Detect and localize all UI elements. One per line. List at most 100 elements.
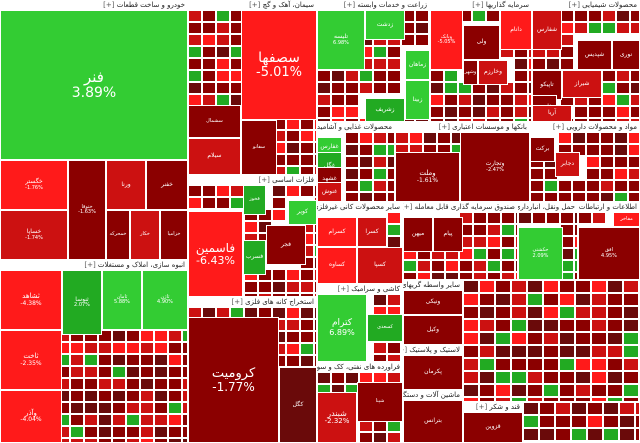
stock-tile[interactable]: دانام [500, 10, 532, 50]
stock-tile-small[interactable] [300, 319, 314, 331]
stock-tile-small[interactable] [154, 390, 168, 402]
stock-tile-small[interactable] [70, 414, 84, 426]
stock-tile-small[interactable] [300, 130, 314, 142]
stock-tile-small[interactable] [272, 209, 286, 221]
stock-tile-small[interactable] [314, 154, 317, 166]
stock-tile[interactable]: کسعدی [367, 314, 403, 342]
stock-tile-small[interactable] [445, 272, 459, 280]
stock-tile-small[interactable] [84, 438, 98, 443]
stock-tile-small[interactable] [373, 82, 387, 94]
stock-tile-small[interactable] [373, 192, 387, 202]
stock-tile-small[interactable] [616, 94, 630, 106]
stock-tile[interactable]: وتجارت -2.47% [460, 132, 530, 202]
stock-tile[interactable]: ختوقا -1.63% [68, 160, 106, 260]
stock-tile-small[interactable] [532, 212, 546, 224]
stock-tile-small[interactable] [430, 118, 444, 122]
stock-tile-small[interactable] [515, 212, 518, 224]
stock-tile-small[interactable] [479, 332, 495, 345]
stock-tile-small[interactable] [528, 58, 532, 70]
stock-tile-small[interactable] [286, 269, 300, 281]
stock-tile-small[interactable] [373, 144, 387, 156]
stock-tile-small[interactable] [591, 306, 607, 319]
stock-tile-small[interactable] [558, 132, 572, 144]
stock-tile-small[interactable] [591, 280, 607, 293]
stock-tile-small[interactable] [272, 293, 286, 297]
stock-tile-small[interactable] [603, 428, 619, 441]
stock-tile[interactable]: کساوه [317, 247, 357, 284]
stock-tile[interactable]: غنوش [317, 182, 342, 202]
stock-tile[interactable]: زبینا [405, 80, 430, 120]
sector-food[interactable]: محصولات غذایی و آشامیدنی به جز قند و شکر… [317, 122, 395, 202]
stock-tile-small[interactable] [623, 280, 639, 293]
stock-tile-small[interactable] [373, 342, 387, 354]
stock-tile-small[interactable] [623, 384, 639, 397]
stock-tile-small[interactable] [70, 438, 84, 443]
stock-tile-small[interactable] [587, 428, 603, 441]
stock-tile-small[interactable] [487, 224, 501, 236]
stock-tile-small[interactable] [444, 70, 458, 82]
stock-tile-small[interactable] [387, 180, 395, 192]
stock-tile-small[interactable] [486, 94, 500, 106]
stock-tile-small[interactable] [558, 180, 572, 192]
stock-tile-small[interactable] [387, 132, 395, 144]
stock-tile-small[interactable] [578, 212, 592, 224]
stock-tile-small[interactable] [495, 280, 511, 293]
stock-tile-small[interactable] [574, 118, 588, 122]
stock-tile-small[interactable] [216, 10, 230, 22]
sector-title[interactable]: سرمایه گذاریها [+] [430, 0, 532, 10]
stock-tile-small[interactable] [544, 192, 558, 202]
stock-tile-small[interactable] [373, 168, 387, 180]
stock-tile-small[interactable] [543, 306, 559, 319]
stock-tile-small[interactable] [84, 414, 98, 426]
stock-tile-small[interactable] [515, 224, 518, 236]
stock-tile-small[interactable] [473, 272, 487, 280]
stock-tile-small[interactable] [473, 260, 487, 272]
stock-tile[interactable]: برکت [530, 137, 555, 162]
stock-tile-small[interactable] [572, 132, 586, 144]
sector-title[interactable]: فلزات اساسی [+] [188, 175, 317, 185]
stock-tile-small[interactable] [495, 345, 511, 358]
stock-tile-small[interactable] [409, 132, 423, 144]
stock-tile-small[interactable] [479, 397, 495, 402]
stock-tile-small[interactable] [387, 156, 395, 168]
stock-tile-small[interactable] [387, 46, 401, 58]
stock-tile-small[interactable] [591, 371, 607, 384]
stock-tile-small[interactable] [314, 331, 317, 343]
sector-title[interactable]: خودرو و ساخت قطعات [+] [0, 0, 188, 10]
stock-tile-small[interactable] [126, 402, 140, 414]
stock-tile-small[interactable] [527, 306, 543, 319]
stock-tile-small[interactable] [479, 384, 495, 397]
stock-tile-small[interactable] [511, 319, 527, 332]
stock-tile-small[interactable] [345, 132, 359, 144]
stock-tile-small[interactable] [373, 354, 387, 362]
stock-tile-small[interactable] [543, 293, 559, 306]
stock-tile-small[interactable] [600, 132, 614, 144]
stock-tile-small[interactable] [616, 70, 630, 82]
stock-tile-small[interactable] [495, 293, 511, 306]
stock-tile-small[interactable] [387, 224, 401, 236]
expand-sector-button[interactable]: [+] [552, 123, 565, 131]
stock-tile-small[interactable] [84, 390, 98, 402]
sector-title[interactable]: کاشی و سرامیک [+] [317, 284, 403, 294]
stock-tile-small[interactable] [415, 34, 429, 46]
stock-tile-small[interactable] [574, 224, 578, 236]
stock-tile-small[interactable] [84, 426, 98, 438]
stock-tile-small[interactable] [602, 82, 616, 94]
stock-tile-small[interactable] [182, 390, 188, 402]
stock-tile[interactable]: کگل [279, 367, 317, 443]
sector-sugar[interactable]: قند و شکر [+] قزوین [463, 402, 523, 443]
stock-tile-small[interactable] [530, 168, 544, 180]
stock-tile-small[interactable] [630, 22, 640, 34]
stock-tile[interactable]: وآذر -4.04% [0, 390, 62, 443]
stock-tile-small[interactable] [463, 397, 479, 402]
stock-tile-small[interactable] [230, 185, 244, 197]
stock-tile-small[interactable] [70, 354, 84, 366]
stock-tile-small[interactable] [345, 106, 359, 118]
stock-tile-small[interactable] [575, 293, 591, 306]
stock-tile[interactable]: میهن [403, 217, 433, 252]
stock-tile-small[interactable] [168, 438, 182, 443]
stock-tile-small[interactable] [463, 280, 479, 293]
stock-tile-small[interactable] [479, 293, 495, 306]
stock-tile-small[interactable] [473, 248, 487, 260]
stock-tile-small[interactable] [607, 332, 623, 345]
